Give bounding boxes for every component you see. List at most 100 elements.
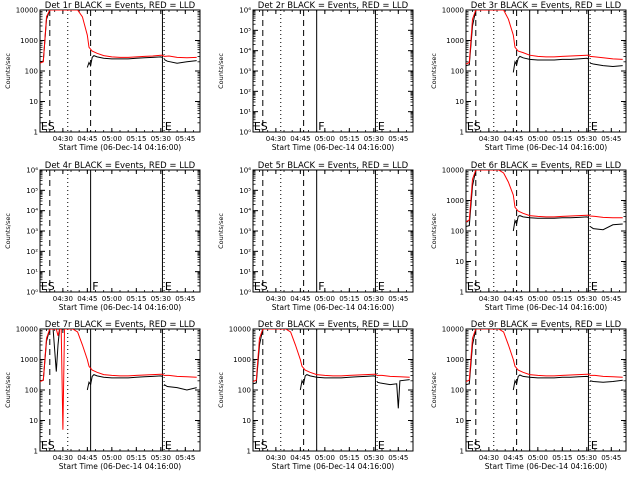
y-tick-label: 10³: [239, 68, 251, 76]
x-tick-label: 05:30: [577, 135, 597, 143]
x-tick-label: 04:30: [53, 295, 73, 303]
y-axis-label: Counts/sec: [217, 53, 225, 89]
panel-8: Det 8r BLACK = Events, RED = LLD 1 10 100 10…: [217, 320, 414, 471]
panel-9: Det 9r BLACK = Events, RED = LLD 1 10 100 10…: [430, 320, 627, 471]
annotation-label: E: [378, 120, 385, 133]
annotation-label: E: [165, 120, 172, 133]
x-tick-label: 05:45: [388, 295, 408, 303]
lld-series-line: [253, 329, 410, 382]
annotation-label: F: [92, 280, 98, 293]
x-tick-label: 05:15: [339, 454, 359, 462]
panel-title: Det 9r BLACK = Events, RED = LLD: [471, 320, 622, 330]
x-tick-label: 05:15: [339, 135, 359, 143]
annotation-label: E: [591, 120, 598, 133]
plot-frame: [252, 169, 414, 293]
x-tick-label: 04:30: [266, 135, 286, 143]
plot-frame: [465, 328, 627, 452]
panel-title: Det 1r BLACK = Events, RED = LLD: [45, 1, 196, 11]
panel-title: Det 4r BLACK = Events, RED = LLD: [45, 161, 196, 171]
y-tick-label: 10000: [16, 7, 38, 15]
panel-3: Det 3r BLACK = Events, RED = LLD 1 10 100 10…: [430, 1, 627, 152]
events-series-line: [466, 170, 494, 227]
x-tick-label: 05:45: [175, 295, 195, 303]
series-group: [253, 329, 410, 409]
y-tick-label: 100: [451, 68, 464, 76]
x-tick-label: 04:45: [290, 454, 310, 462]
x-tick-label: 05:45: [601, 295, 621, 303]
events-series-line: [86, 55, 163, 68]
y-tick-label: 10000: [442, 7, 464, 15]
x-tick-label: 05:45: [601, 454, 621, 462]
x-tick-label: 05:00: [315, 454, 335, 462]
y-tick-label: 10⁶: [239, 7, 251, 15]
annotation-label: E: [378, 439, 385, 452]
x-axis-label: Start Time (06-Dec-14 04:16:00): [59, 143, 181, 152]
y-tick-label: 10¹: [26, 268, 38, 276]
events-series-line: [376, 379, 410, 409]
events-series-line: [253, 329, 281, 385]
y-axis-label: Counts/sec: [4, 213, 12, 249]
x-axis-label: Start Time (06-Dec-14 04:16:00): [272, 143, 394, 152]
y-tick-label: 10⁴: [239, 207, 251, 215]
x-axis-label: Start Time (06-Dec-14 04:16:00): [59, 462, 181, 471]
y-tick-label: 10000: [229, 326, 251, 334]
x-tick-label: 04:30: [53, 135, 73, 143]
panel-title: Det 8r BLACK = Events, RED = LLD: [258, 320, 409, 330]
y-tick-label: 10000: [442, 326, 464, 334]
annotation-label: ES: [254, 439, 268, 452]
y-tick-label: 10⁴: [239, 47, 251, 55]
events-series-line: [512, 374, 589, 391]
events-series-line: [589, 223, 623, 231]
annotation-label: ES: [467, 120, 481, 133]
y-tick-label: 1000: [446, 197, 464, 205]
panel-5: Det 5r BLACK = Events, RED = LLD 10⁰ 10¹ 10…: [217, 161, 414, 312]
panel-title: Det 7r BLACK = Events, RED = LLD: [45, 320, 196, 330]
x-tick-label: 05:45: [388, 135, 408, 143]
series-group: [466, 170, 623, 232]
annotation-label: ES: [254, 280, 268, 293]
annotation-label: F: [318, 120, 324, 133]
y-tick-label: 10000: [442, 167, 464, 175]
annotation-label: ES: [41, 280, 55, 293]
x-tick-label: 05:45: [601, 135, 621, 143]
annotation-label: ES: [254, 120, 268, 133]
annotation-label: ES: [41, 120, 55, 133]
x-tick-label: 05:15: [126, 454, 146, 462]
lld-series-line: [466, 10, 623, 65]
x-axis-label: Start Time (06-Dec-14 04:16:00): [485, 303, 607, 312]
y-tick-label: 1: [34, 448, 38, 456]
annotation-label: E: [165, 439, 172, 452]
x-tick-label: 05:00: [315, 295, 335, 303]
x-tick-label: 05:15: [126, 135, 146, 143]
x-tick-label: 05:15: [552, 295, 572, 303]
events-series-line: [163, 384, 197, 391]
x-tick-label: 04:45: [290, 295, 310, 303]
x-tick-label: 05:30: [151, 135, 171, 143]
x-tick-label: 04:45: [77, 135, 97, 143]
panel-title: Det 2r BLACK = Events, RED = LLD: [258, 1, 409, 11]
x-tick-label: 05:30: [577, 295, 597, 303]
y-tick-label: 1: [460, 448, 464, 456]
panel-title: Det 3r BLACK = Events, RED = LLD: [471, 1, 622, 11]
y-tick-label: 1000: [20, 37, 38, 45]
x-tick-label: 04:45: [290, 135, 310, 143]
x-tick-label: 04:45: [77, 295, 97, 303]
x-tick-label: 04:45: [503, 295, 523, 303]
x-tick-label: 04:30: [479, 454, 499, 462]
lld-series-line: [466, 170, 623, 223]
x-tick-label: 05:30: [577, 454, 597, 462]
y-tick-label: 10: [29, 417, 38, 425]
plot-frame: [465, 9, 627, 133]
x-tick-label: 05:00: [528, 454, 548, 462]
x-tick-label: 04:30: [53, 454, 73, 462]
y-tick-label: 10: [455, 258, 464, 266]
x-tick-label: 04:30: [479, 135, 499, 143]
annotation-label: E: [591, 280, 598, 293]
y-tick-label: 10⁰: [239, 289, 251, 297]
series-group: [466, 329, 623, 391]
x-tick-label: 04:45: [503, 454, 523, 462]
x-tick-label: 04:30: [479, 295, 499, 303]
y-tick-label: 10⁴: [26, 207, 38, 215]
y-tick-label: 1000: [20, 356, 38, 364]
